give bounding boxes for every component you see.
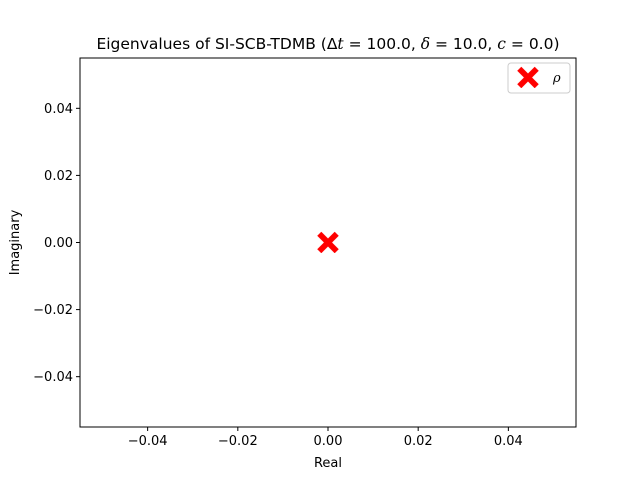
title-part-c: c [497, 35, 506, 53]
title-part-dt-value: = 100.0, [344, 35, 421, 53]
plot-area [317, 231, 339, 254]
title-part-delta: Δ [327, 35, 338, 53]
x-tick-label: 0.00 [314, 434, 343, 449]
title-part-delta-symbol: δ [421, 35, 430, 53]
data-point-rho [317, 231, 339, 254]
title-part-t: t [337, 35, 344, 53]
chart-title: Eigenvalues of SI-SCB-TDMB (Δt = 100.0, … [96, 35, 559, 53]
y-tick-label: −0.02 [33, 303, 73, 318]
y-tick-label: −0.04 [33, 370, 73, 385]
y-axis-label: Imaginary [8, 209, 23, 275]
title-part-c-value: = 0.0) [506, 35, 560, 53]
y-tick-label: 0.00 [44, 236, 73, 251]
title-part-delta-value: = 10.0, [430, 35, 497, 53]
y-tick-label: 0.02 [44, 169, 73, 184]
legend-label-rho: ρ [552, 71, 561, 86]
x-tick-label: 0.02 [404, 434, 433, 449]
legend-marker-rho-icon [517, 66, 539, 89]
legend-marker-shape [517, 66, 539, 89]
x-tick-label: 0.04 [494, 434, 523, 449]
y-tick-label: 0.04 [44, 102, 73, 117]
x-axis-label: Real [314, 456, 342, 471]
x-tick-label: −0.04 [128, 434, 168, 449]
legend-box [507, 62, 571, 94]
y-axis-ticks: −0.04 −0.02 0.00 0.02 0.04 [33, 102, 80, 385]
legend: ρ [507, 62, 571, 94]
title-part-prefix: Eigenvalues of SI-SCB-TDMB ( [96, 35, 326, 53]
x-axis-ticks: −0.04 −0.02 0.00 0.02 0.04 [128, 427, 523, 449]
x-tick-label: −0.02 [218, 434, 258, 449]
